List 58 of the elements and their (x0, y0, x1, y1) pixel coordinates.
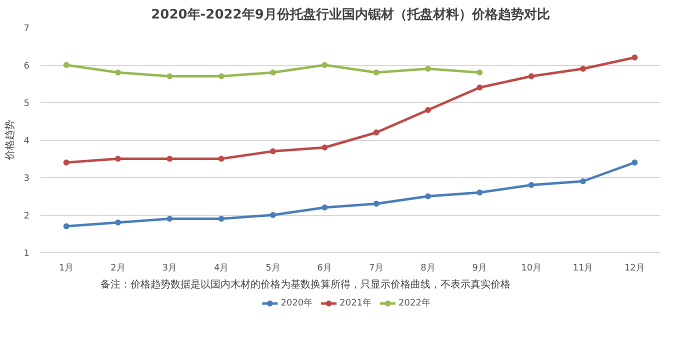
point (63, 62, 70, 68)
point (528, 73, 534, 80)
point (270, 70, 276, 76)
y-tick-label: 6 (24, 62, 30, 72)
y-tick-label: 7 (24, 24, 30, 34)
point (218, 156, 224, 162)
point (580, 66, 586, 72)
x-tick-label: 5月 (266, 264, 280, 274)
point (218, 73, 224, 80)
point (476, 190, 483, 196)
point (373, 130, 380, 136)
y-tick-label: 3 (24, 174, 30, 184)
point (322, 62, 328, 68)
x-tick-label: 10月 (521, 264, 542, 274)
point (63, 223, 70, 230)
x-tick-label: 8月 (420, 264, 436, 274)
point (528, 182, 534, 188)
y-tick-label: 2 (24, 212, 30, 222)
point (425, 66, 431, 72)
point (218, 216, 224, 222)
y-tick-label: 4 (24, 136, 30, 146)
x-tick-label: 11月 (572, 264, 594, 274)
point (115, 70, 121, 76)
y-tick-label: 1 (24, 249, 30, 259)
y-axis-title: 价格趋势 (4, 120, 16, 161)
chart-title: 2020年-2022年9月份托盘行业国内锯材（托盘材料）价格趋势对比 (151, 6, 550, 22)
x-tick-label: 12月 (624, 264, 645, 274)
point (373, 70, 380, 76)
point (632, 54, 638, 60)
point (425, 193, 431, 200)
point (63, 160, 70, 166)
point (166, 73, 173, 80)
legend-label: 2021年 (340, 298, 372, 308)
point (476, 84, 483, 90)
point (270, 148, 276, 154)
x-tick-label: 6月 (317, 264, 332, 274)
x-tick-label: 1月 (58, 264, 74, 274)
point (580, 178, 586, 184)
point (166, 156, 173, 162)
point (322, 204, 328, 210)
point (166, 216, 173, 222)
x-tick-label: 9月 (472, 264, 488, 274)
x-tick-label: 2月 (110, 264, 126, 274)
point (476, 70, 483, 76)
point (632, 160, 638, 166)
point (115, 156, 121, 162)
point (270, 212, 276, 218)
x-tick-label: 3月 (162, 264, 178, 274)
point (115, 220, 121, 226)
text: 备注：价格趋势数据是以国内木材的价格为基数换算所得，只显示价格曲线，不表示真实价格 (100, 278, 510, 290)
point (373, 200, 380, 207)
legend-label: 2022年 (398, 298, 430, 308)
x-tick-label: 4月 (214, 264, 229, 274)
legend-label: 2020年 (280, 298, 313, 308)
x-tick-label: 7月 (368, 264, 384, 274)
point (322, 144, 328, 150)
y-tick-label: 5 (24, 99, 30, 109)
point (425, 107, 431, 113)
